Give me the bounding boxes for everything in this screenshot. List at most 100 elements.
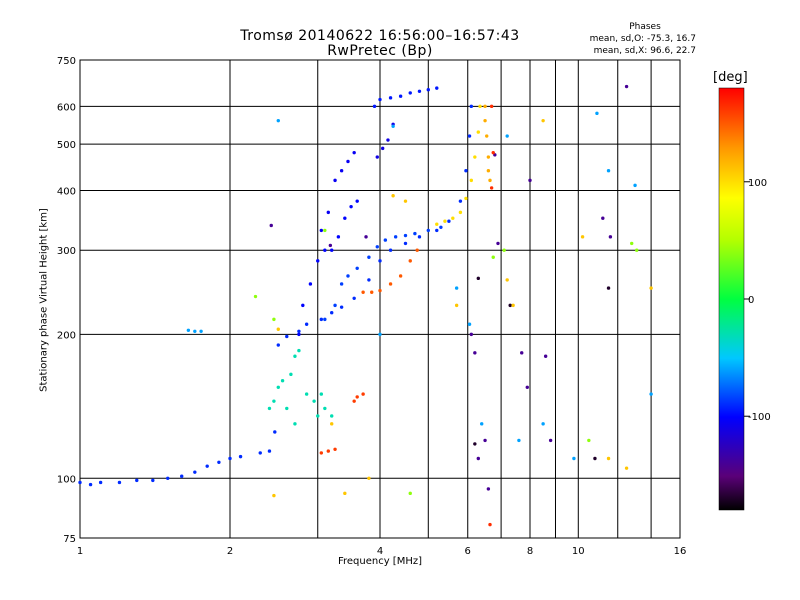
- y-tick-label: 750: [57, 56, 76, 67]
- data-point: [330, 422, 334, 426]
- data-point: [649, 286, 653, 290]
- data-point: [297, 348, 301, 353]
- data-point: [304, 392, 309, 396]
- data-point: [228, 456, 232, 461]
- x-tick-label: 16: [674, 546, 687, 557]
- grid-lines: [80, 60, 680, 538]
- data-point: [528, 178, 532, 183]
- data-point: [276, 343, 280, 347]
- data-point: [364, 235, 368, 239]
- data-point: [367, 255, 371, 259]
- colorbar: [718, 87, 745, 511]
- data-point: [352, 296, 356, 300]
- data-point: [408, 259, 412, 263]
- x-tick-label: 8: [527, 546, 533, 557]
- data-point: [413, 231, 417, 236]
- data-point: [280, 379, 285, 383]
- data-point: [276, 327, 280, 331]
- data-point: [343, 216, 347, 220]
- data-point: [467, 134, 472, 138]
- data-point: [370, 290, 374, 294]
- data-point: [606, 286, 611, 290]
- data-point: [403, 199, 408, 203]
- data-point: [454, 286, 459, 290]
- data-point: [469, 104, 474, 109]
- data-point: [330, 414, 334, 418]
- data-point: [548, 438, 553, 443]
- data-point: [346, 159, 350, 164]
- data-point: [238, 454, 243, 459]
- data-point: [297, 332, 301, 337]
- data-point: [333, 178, 337, 183]
- data-point: [269, 223, 273, 228]
- data-point: [193, 470, 197, 474]
- data-point: [180, 474, 184, 478]
- y-tick-label: 100: [57, 474, 76, 485]
- data-point: [511, 303, 515, 308]
- data-point: [388, 248, 393, 252]
- data-point: [267, 406, 272, 411]
- x-axis-label: Frequency [MHz]: [337, 556, 423, 567]
- data-point: [326, 210, 331, 215]
- data-point: [193, 329, 197, 333]
- data-point: [403, 233, 408, 238]
- data-point: [272, 317, 276, 322]
- data-point: [349, 204, 353, 209]
- data-point: [151, 478, 155, 483]
- x-tick-label: 4: [377, 546, 383, 557]
- data-point: [454, 303, 459, 308]
- data-point: [253, 294, 258, 299]
- data-point: [323, 406, 327, 411]
- data-point: [339, 169, 344, 173]
- data-point: [312, 399, 316, 403]
- data-point: [491, 255, 495, 259]
- data-point: [483, 118, 487, 123]
- data-point: [361, 392, 365, 396]
- data-point: [608, 235, 613, 239]
- data-point: [417, 235, 422, 239]
- data-point: [378, 332, 382, 337]
- data-point: [319, 392, 324, 396]
- data-point: [378, 288, 382, 293]
- data-point: [476, 130, 481, 134]
- data-point: [336, 235, 341, 239]
- data-point: [464, 196, 468, 201]
- data-point: [458, 199, 463, 203]
- data-point: [478, 104, 482, 109]
- data-point: [486, 169, 491, 173]
- data-point: [489, 104, 494, 109]
- data-point: [476, 456, 481, 461]
- data-point: [391, 124, 395, 128]
- data-point: [473, 155, 477, 159]
- data-point: [426, 228, 430, 233]
- data-point: [372, 104, 377, 109]
- data-point: [572, 456, 576, 461]
- data-point: [367, 476, 371, 480]
- data-point: [541, 422, 545, 426]
- data-point: [135, 478, 139, 483]
- data-point: [375, 245, 379, 249]
- data-point: [543, 354, 548, 358]
- data-point: [375, 155, 379, 159]
- data-point: [580, 235, 585, 239]
- x-tick-label: 2: [227, 546, 233, 557]
- data-point: [630, 241, 634, 246]
- data-point: [489, 186, 494, 190]
- data-point: [380, 146, 385, 151]
- data-point: [361, 290, 365, 294]
- data-point: [408, 491, 412, 496]
- y-tick-label: 600: [57, 102, 76, 113]
- data-point: [378, 97, 382, 102]
- data-point: [393, 235, 398, 239]
- data-point: [601, 216, 605, 220]
- data-point: [297, 329, 301, 333]
- data-point: [388, 96, 393, 100]
- data-points: [78, 84, 653, 527]
- x-tick-label: 6: [465, 546, 471, 557]
- data-point: [505, 278, 509, 282]
- data-point: [339, 305, 344, 309]
- data-point: [606, 456, 611, 461]
- colorbar-tick-label: 100: [748, 178, 767, 189]
- legend-title: Phases: [629, 22, 661, 32]
- data-point: [398, 94, 403, 98]
